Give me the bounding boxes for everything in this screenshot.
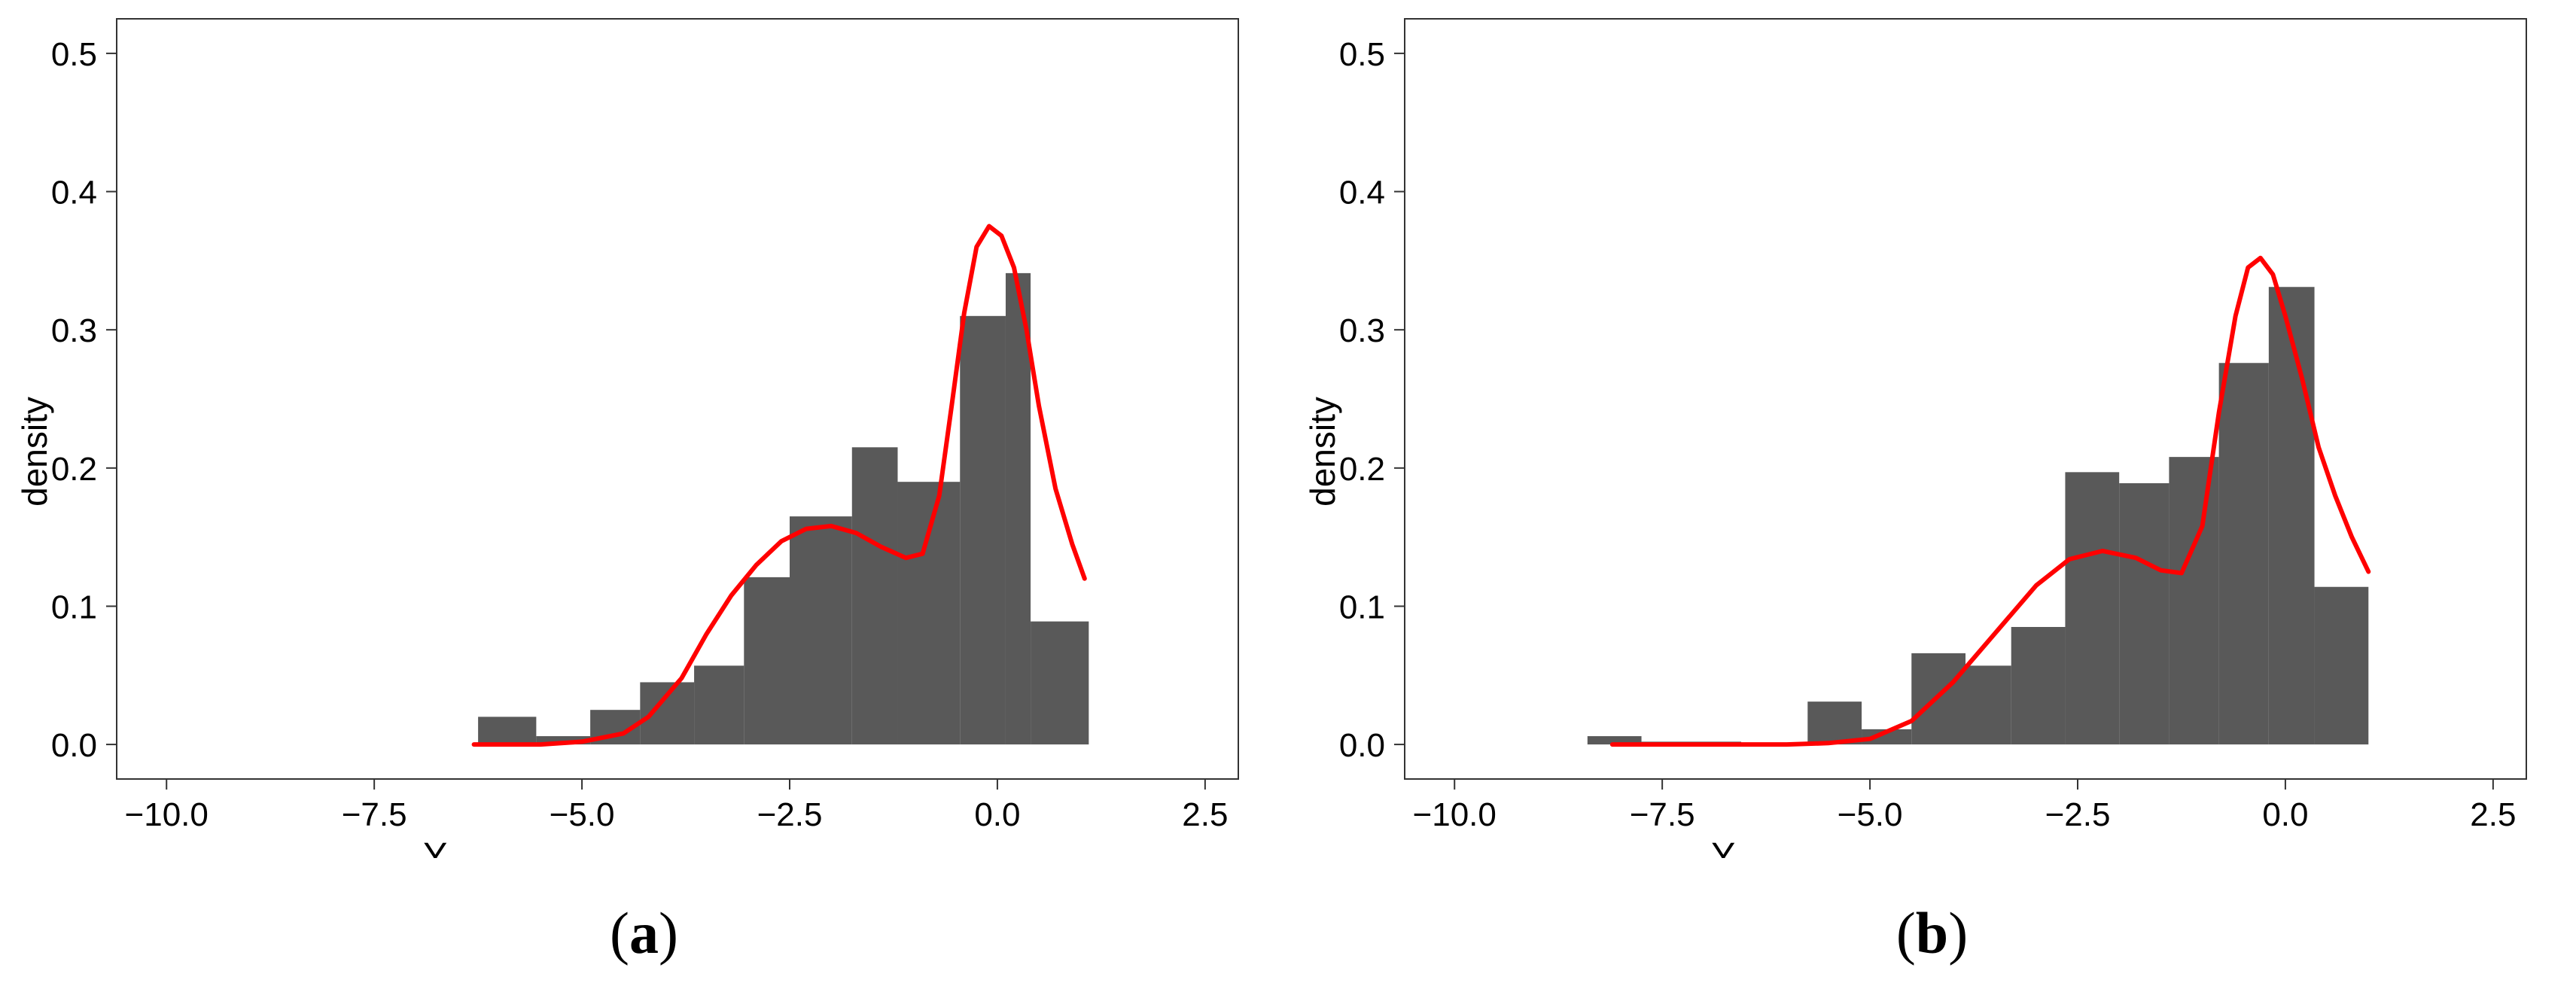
y-tick-label: 0.3: [51, 312, 97, 349]
histogram-bar: [790, 516, 852, 745]
x-tick-label: −5.0: [550, 796, 615, 833]
panel-label-close: ): [659, 900, 678, 966]
histogram-bar: [2065, 472, 2120, 745]
x-tick-label: 2.5: [2470, 796, 2516, 833]
x-tick-label: −2.5: [757, 796, 823, 833]
histogram-bar: [2011, 627, 2066, 745]
panel-label-close: ): [1948, 900, 1969, 966]
y-tick-label: 0.2: [51, 451, 97, 488]
y-tick-label: 0.1: [1339, 589, 1385, 625]
histogram-bar: [2218, 363, 2269, 745]
histogram-bar: [2268, 287, 2315, 745]
histogram-bar: [694, 665, 744, 745]
histogram-bar: [897, 482, 961, 745]
x-tick-label: −2.5: [2045, 796, 2111, 833]
histogram-bar: [536, 736, 591, 745]
panel-label-b: (b): [1288, 899, 2576, 967]
panel-label-a: (a): [0, 899, 1288, 967]
x-tick-label: −10.0: [1413, 796, 1497, 833]
plot-border: [116, 18, 1239, 780]
panel-label-letter: a: [629, 900, 659, 966]
panel-label-letter: b: [1915, 900, 1949, 966]
y-tick-label: 0.4: [51, 175, 97, 211]
x-tick-label: −5.0: [1838, 796, 1903, 833]
y-tick-label: 0.5: [51, 36, 97, 73]
y-tick-label: 0.0: [1339, 727, 1385, 764]
y-tick-label: 0.3: [1339, 312, 1385, 349]
y-axis-title: density: [15, 397, 54, 507]
histogram-bar: [1587, 736, 1642, 745]
histogram-bar: [2314, 586, 2369, 745]
panel-label-open: (: [610, 900, 629, 966]
x-tick-label: 0.0: [974, 796, 1020, 833]
plot-border: [1404, 18, 2527, 780]
x-tick-label: −7.5: [342, 796, 407, 833]
density-curve: [471, 224, 1087, 747]
panel-label-open: (: [1895, 900, 1916, 966]
histogram-bar: [1005, 272, 1031, 745]
histogram-bar: [744, 577, 790, 745]
y-tick-label: 0.1: [51, 589, 97, 625]
chart-panel-a: −10.0 −7.5 −5.0 −2.5 0.0 2.5 0.0 0.1 0.2 0.3 0.4 0.…: [0, 18, 1288, 967]
histogram-bar: [478, 717, 537, 745]
histogram-bar: [1031, 621, 1089, 745]
histogram-chart-b: −10.0 −7.5 −5.0 −2.5 0.0 2.5 0.0 0.1 0.2 0.3 0.4 0.…: [1303, 18, 2527, 858]
chart-panel-b: −10.0 −7.5 −5.0 −2.5 0.0 2.5 0.0 0.1 0.2 0.3 0.4 0.…: [1288, 0, 2576, 989]
x-tick-label: 0.0: [2262, 796, 2308, 833]
histogram-bar: [1807, 701, 1862, 745]
x-tick-label: −7.5: [1630, 796, 1695, 833]
y-tick-label: 0.2: [1339, 451, 1385, 488]
histogram-bar: [851, 447, 898, 745]
x-axis-title: Y250: [1711, 836, 1775, 858]
x-tick-label: 2.5: [1182, 796, 1228, 833]
y-tick-label: 0.0: [51, 727, 97, 764]
y-tick-label: 0.4: [1339, 175, 1385, 211]
y-axis-title: density: [1303, 397, 1342, 507]
y-tick-label: 0.5: [1339, 36, 1385, 73]
histogram-bar: [2169, 457, 2219, 745]
histogram-bar: [960, 315, 1006, 745]
x-tick-label: −10.0: [125, 796, 209, 833]
density-curve: [1609, 255, 2371, 747]
histogram-bar: [1862, 729, 1912, 745]
x-axis-title: Y125: [423, 836, 487, 858]
histogram-chart-a: −10.0 −7.5 −5.0 −2.5 0.0 2.5 0.0 0.1 0.2 0.3 0.4 0.…: [15, 18, 1239, 858]
histogram-bar: [2119, 483, 2170, 745]
histogram-bar: [1965, 665, 2011, 745]
